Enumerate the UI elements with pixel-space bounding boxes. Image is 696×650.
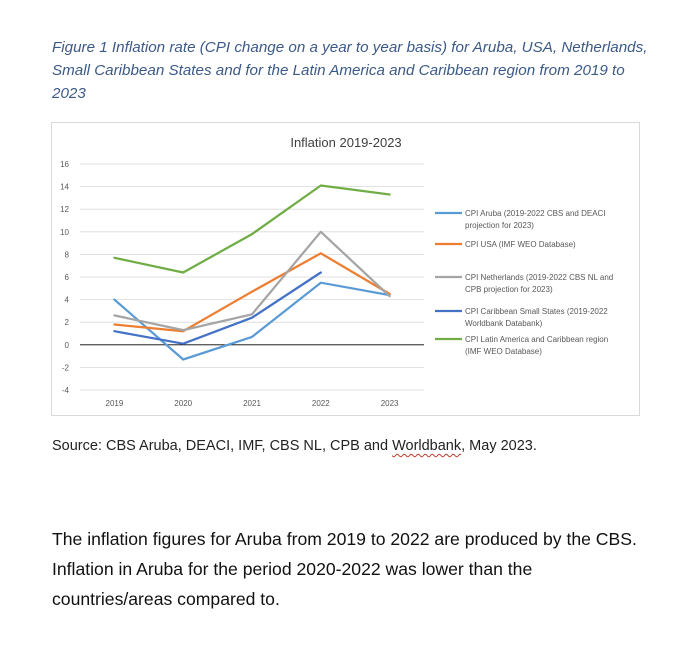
y-tick-label: 4 [65, 296, 70, 305]
source-note: Source: CBS Aruba, DEACI, IMF, CBS NL, C… [52, 438, 537, 454]
x-tick-label: 2019 [106, 399, 124, 408]
x-tick-label: 2022 [312, 399, 330, 408]
series-line-2 [113, 252, 391, 333]
legend-label-1: projection for 2023) [465, 221, 534, 230]
x-tick-label: 2020 [174, 399, 192, 408]
series-line-5 [113, 184, 391, 274]
inflation-line-chart: Inflation 2019-2023 16 14 12 10 8 6 4 2 0 -2 -4 2019… [60, 135, 613, 408]
y-tick-label: 16 [60, 160, 69, 169]
legend-label-3: CPI Netherlands (2019-2022 CBS NL and [465, 273, 613, 282]
x-tick-label: 2023 [381, 399, 399, 408]
legend-label-2: CPI USA (IMF WEO Database) [465, 240, 576, 249]
y-tick-label: 6 [65, 273, 70, 282]
chart-title: Inflation 2019-2023 [290, 135, 401, 150]
series-line-1 [113, 281, 391, 361]
source-suffix: , May 2023. [461, 438, 537, 454]
y-tick-label: 10 [60, 228, 69, 237]
source-spellcheck-word: Worldbank [392, 438, 462, 454]
y-tick-label: 14 [60, 183, 69, 192]
legend-label-3: CPB projection for 2023) [465, 285, 553, 294]
series-line-3 [113, 230, 391, 332]
legend-label-4: CPI Caribbean Small States (2019-2022 [465, 307, 608, 316]
source-text: Source: CBS Aruba, DEACI, IMF, CBS NL, C… [52, 438, 393, 454]
chart-container: Inflation 2019-2023 16 14 12 10 8 6 4 2 0 -2 -4 2019… [51, 122, 640, 416]
legend-label-4: Worldbank Databank) [465, 319, 543, 328]
y-tick-label: -4 [62, 386, 70, 395]
x-tick-label: 2021 [243, 399, 261, 408]
legend-label-5: (IMF WEO Database) [465, 347, 542, 356]
figure-caption: Figure 1 Inflation rate (CPI change on a… [52, 39, 648, 102]
y-tick-label: 0 [65, 341, 70, 350]
series-line-4 [113, 271, 322, 345]
y-tick-label: 2 [65, 318, 70, 327]
y-tick-label: 12 [60, 205, 69, 214]
y-tick-label: -2 [62, 363, 70, 372]
body-paragraph: The inflation figures for Aruba from 201… [52, 529, 637, 609]
legend-label-5: CPI Latin America and Caribbean region [465, 335, 608, 344]
y-tick-label: 8 [65, 250, 70, 259]
legend-label-1: CPI Aruba (2019-2022 CBS and DEACI [465, 209, 606, 218]
